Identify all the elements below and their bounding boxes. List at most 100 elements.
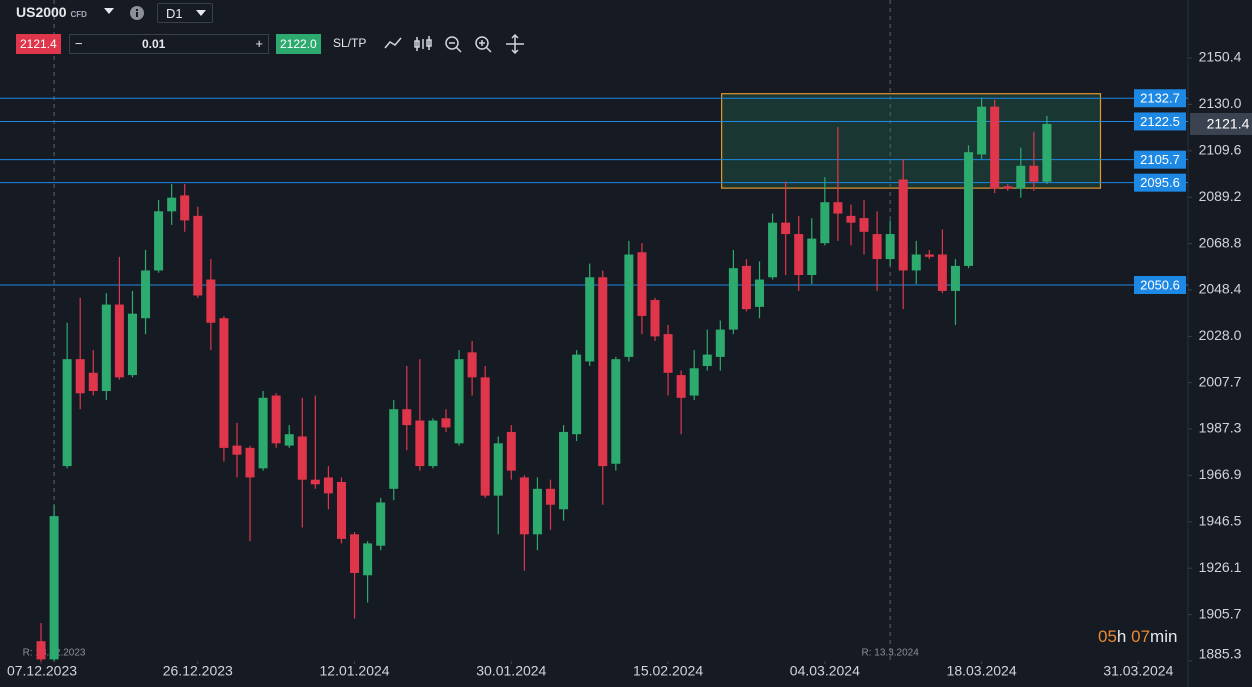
x-tick-label: 18.03.2024 (947, 663, 1017, 679)
candle-body (964, 152, 974, 266)
price-label: 2122.5 (1140, 114, 1180, 129)
candle-body (114, 304, 124, 378)
candle-body (101, 304, 111, 392)
y-tick-label: 2150.4 (1199, 49, 1242, 65)
candle-body (911, 254, 921, 271)
candle-body (36, 641, 46, 660)
price-label: 2105.7 (1140, 152, 1180, 167)
candle-body (937, 254, 947, 291)
candle-body (676, 375, 686, 398)
candle-body (415, 420, 425, 467)
timeframe-select[interactable]: D1 (157, 3, 213, 23)
candle-body (781, 222, 791, 235)
candle-body (232, 445, 242, 455)
price-label-box (1134, 89, 1186, 108)
price-label: 2095.6 (1140, 175, 1180, 190)
y-tick-label: 2048.4 (1199, 281, 1242, 297)
candle-body (127, 313, 137, 376)
candle-body (258, 397, 268, 469)
candle-body (741, 265, 751, 310)
x-tick-label: 31.03.2024 (1103, 663, 1173, 679)
candle-body (49, 516, 59, 660)
candle-body (846, 215, 856, 223)
symbol-name: US2000 (16, 4, 67, 20)
last-price-label: 2121.4 (1207, 116, 1250, 132)
candle-body (75, 359, 85, 394)
candle-body (833, 202, 843, 214)
sell-button[interactable]: 2121.4 (16, 34, 61, 54)
candle-body (454, 359, 464, 444)
candle-body (990, 106, 1000, 189)
price-label: 2132.7 (1140, 91, 1180, 106)
candle-body (924, 254, 934, 257)
y-tick-label: 1905.7 (1199, 605, 1242, 621)
candle-body (297, 436, 307, 480)
y-tick-label: 2028.0 (1199, 327, 1242, 343)
info-icon[interactable] (129, 5, 145, 21)
x-tick-label: 04.03.2024 (790, 663, 860, 679)
last-price-box (1190, 112, 1252, 135)
candle-body (807, 238, 817, 275)
candle-body (611, 359, 621, 464)
y-tick-label: 1966.9 (1199, 466, 1242, 482)
candle-body (820, 202, 830, 244)
candle-body (624, 254, 634, 357)
lot: 0.01 (142, 37, 166, 51)
candle-body (898, 179, 908, 271)
candle-body (219, 318, 229, 448)
candle-body (728, 268, 738, 330)
y-tick-label: 2068.8 (1199, 234, 1242, 250)
candle-body (755, 279, 765, 307)
candle-body (794, 234, 804, 275)
candle-body (467, 352, 477, 378)
tool-icons[interactable] (383, 33, 533, 55)
y-tick-label: 1926.1 (1199, 559, 1242, 575)
candle-body (323, 477, 333, 494)
candle-body (480, 377, 490, 496)
price-label: 2050.6 (1140, 277, 1180, 292)
candle-body (310, 479, 320, 485)
buy-price: 2122.0 (280, 37, 317, 51)
candle-body (336, 481, 346, 539)
candle-body (532, 488, 542, 535)
symbol[interactable]: US2000 CFD (16, 2, 87, 25)
candle-timer: 05h 07min (1098, 627, 1177, 647)
minus[interactable]: − (75, 36, 83, 51)
y-tick-label: 1885.3 (1199, 646, 1242, 662)
candle-body (663, 334, 673, 373)
x-tick-label: 15.02.2024 (633, 663, 703, 679)
price-label-box (1134, 150, 1186, 169)
candle-body (206, 279, 216, 323)
candle-body (859, 218, 869, 232)
candle-body (519, 477, 529, 535)
price-label-box (1134, 276, 1186, 295)
candle-body (950, 265, 960, 291)
candle-body (702, 354, 712, 366)
candle-body (768, 222, 778, 278)
candle-body (376, 502, 386, 546)
x-tick-label: 26.12.2023 (163, 663, 233, 679)
y-tick-label: 1987.3 (1199, 420, 1242, 436)
date-axis-bg (0, 660, 1252, 687)
candle-body (1016, 165, 1026, 189)
price-label-box (1134, 112, 1186, 131)
candle-body (559, 431, 569, 510)
buy-button[interactable]: 2122.0 (276, 34, 321, 54)
sltp-button[interactable]: SL/TP (333, 36, 367, 50)
symbol-dropdown[interactable] (103, 7, 115, 15)
sell-price: 2121.4 (20, 37, 57, 51)
candle-body (389, 409, 399, 489)
plus[interactable]: + (255, 36, 263, 51)
candle-body (885, 234, 895, 260)
candle-body (350, 534, 360, 573)
y-tick-label: 2007.7 (1199, 373, 1242, 389)
candle-body (872, 234, 882, 260)
timer-unit: min (1150, 627, 1178, 646)
candle-body (88, 372, 98, 392)
candle-body (167, 197, 177, 212)
candle-body (284, 434, 294, 446)
timer-hours: 05 (1098, 627, 1117, 646)
lot-input[interactable]: − 0.01 + (69, 34, 269, 54)
